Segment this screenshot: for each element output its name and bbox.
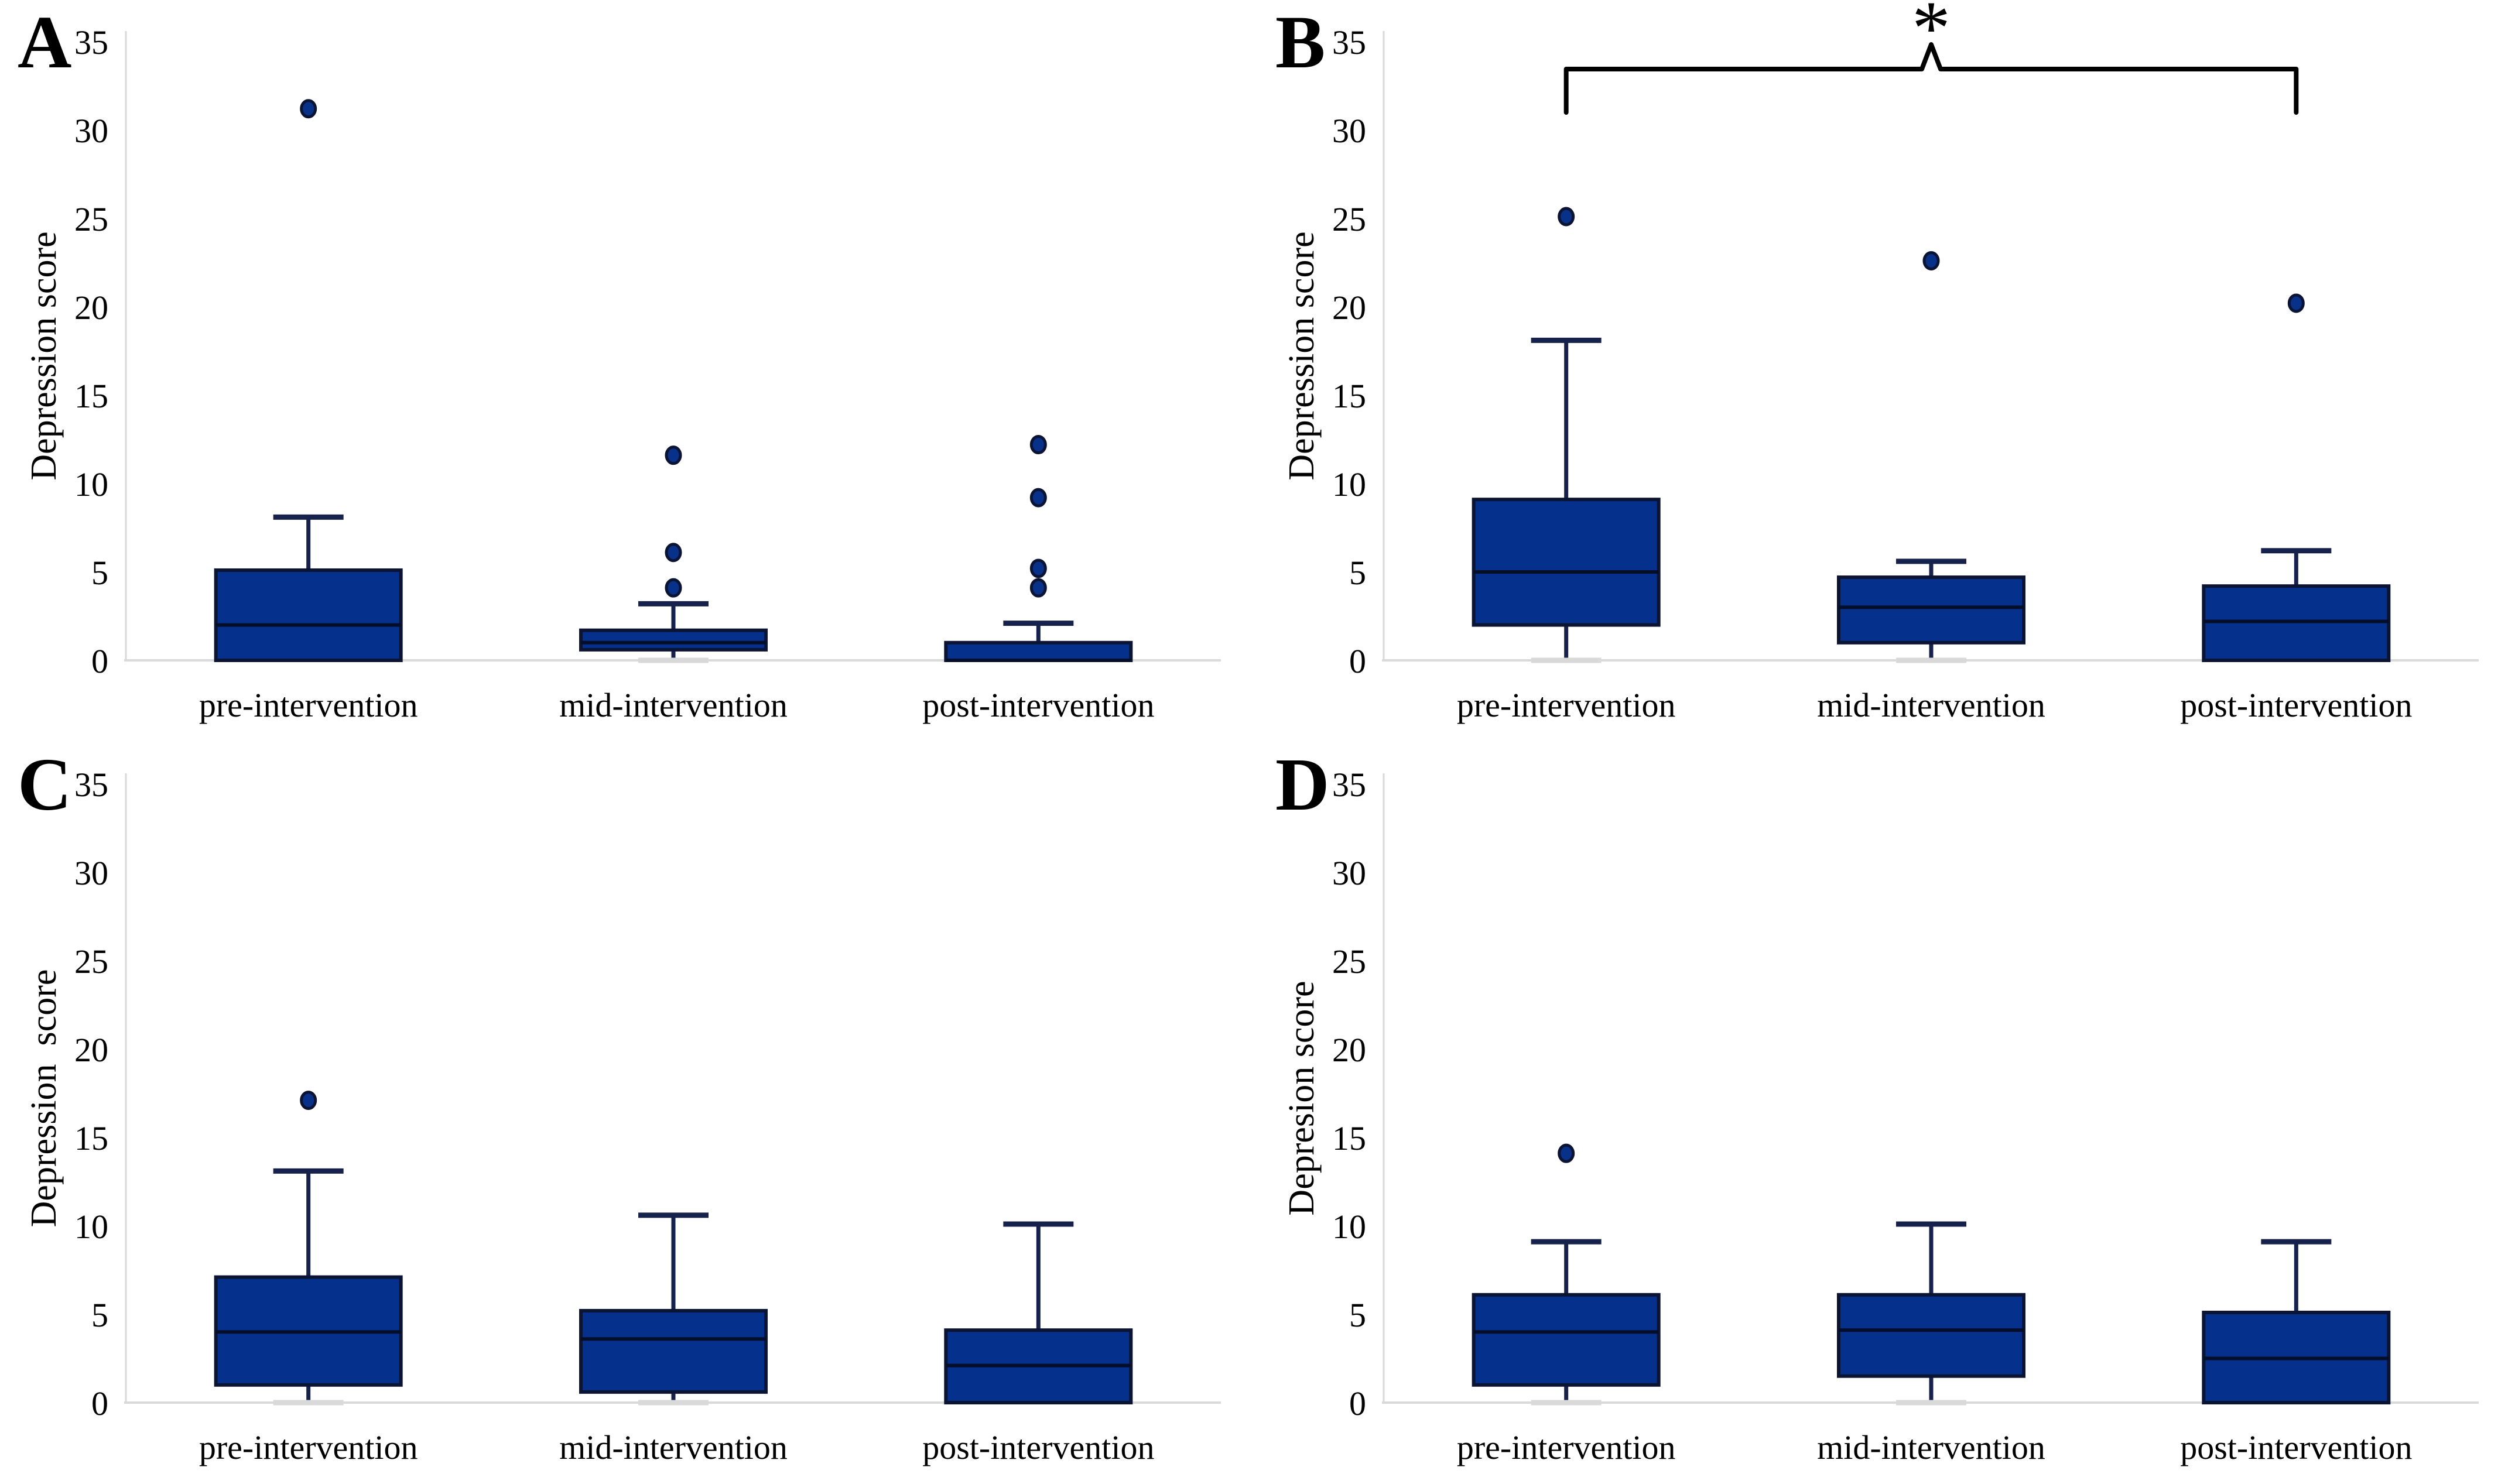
y-tick-label: 35 — [1332, 766, 1366, 804]
panel-D: 0 5 10 15 20 25 30 35 pre-intervention mid-interv… — [1258, 742, 2515, 1484]
x-category-label: mid-intervention — [559, 1428, 788, 1466]
box-rect — [1472, 1293, 1661, 1387]
outlier-point — [665, 543, 682, 563]
x-category-label: post-intervention — [922, 686, 1154, 724]
box-post-intervention — [2202, 293, 2391, 662]
y-tick-label: 0 — [1349, 1384, 1366, 1423]
y-tick-label: 15 — [1332, 1119, 1366, 1157]
panel-C: 0 5 10 15 20 25 30 35 pre-intervention mid-interv… — [0, 742, 1257, 1484]
significance-bracket — [1563, 42, 2299, 115]
boxplot-svg-C: 0 5 10 15 20 25 30 35 pre-intervention mid-interv… — [74, 766, 1221, 1466]
y-tick-label: 30 — [74, 112, 108, 150]
outlier-point — [1558, 1143, 1575, 1163]
y-tick-label: 0 — [91, 1384, 108, 1423]
y-tick-label: 0 — [91, 642, 108, 680]
y-tick-label: 0 — [1349, 642, 1366, 680]
y-tick-label: 5 — [1349, 554, 1366, 592]
box-rect — [214, 568, 403, 662]
boxplot-svg-D: 0 5 10 15 20 25 30 35 pre-intervention mid-interv… — [1332, 766, 2479, 1466]
y-tick-label: 35 — [1332, 23, 1366, 61]
x-category-label: pre-intervention — [199, 686, 418, 724]
boxplot-svg-A: 0 5 10 15 20 25 30 35 pre-intervention mid-interv… — [74, 23, 1221, 724]
x-category-label: pre-intervention — [199, 1428, 418, 1466]
x-category-label: post-intervention — [2180, 1428, 2412, 1466]
y-tick-label: 35 — [74, 766, 108, 804]
x-category-label: pre-intervention — [1457, 686, 1676, 724]
y-tick-label: 20 — [74, 1031, 108, 1069]
panel-B: 0 5 10 15 20 25 30 35 pre-intervention mid-interv… — [1258, 0, 2515, 742]
y-tick-label: 10 — [74, 465, 108, 503]
y-tick-label: 5 — [1349, 1296, 1366, 1334]
outlier-point — [665, 445, 682, 465]
box-pre-intervention — [214, 99, 403, 662]
box-pre-intervention — [1472, 207, 1661, 663]
box-rect — [2202, 584, 2391, 662]
y-tick-label: 20 — [1332, 1031, 1366, 1069]
y-tick-label: 15 — [74, 1119, 108, 1157]
y-tick-label: 15 — [1332, 377, 1366, 415]
x-category-label: post-intervention — [922, 1428, 1154, 1466]
box-rect — [1472, 498, 1661, 627]
x-category-label: pre-intervention — [1457, 1428, 1676, 1466]
outlier-point — [1029, 578, 1047, 598]
box-mid-intervention — [579, 1212, 768, 1406]
box-rect — [579, 1308, 768, 1394]
box-post-intervention — [944, 435, 1133, 663]
x-category-label: mid-intervention — [1817, 686, 2045, 724]
box-pre-intervention — [1472, 1143, 1661, 1406]
box-pre-intervention — [214, 1091, 403, 1406]
box-mid-intervention — [1837, 1221, 2025, 1406]
outlier-point — [1029, 558, 1047, 578]
box-rect — [1837, 1293, 2025, 1378]
y-tick-label: 5 — [91, 1296, 108, 1334]
y-tick-label: 5 — [91, 554, 108, 592]
x-category-label: post-intervention — [2180, 686, 2412, 724]
y-tick-label: 30 — [1332, 854, 1366, 892]
outlier-point — [2287, 293, 2305, 313]
box-rect — [579, 628, 768, 652]
panel-letter-D: D — [1275, 743, 1330, 826]
y-tick-label: 25 — [74, 200, 108, 238]
box-mid-intervention — [1837, 251, 2025, 663]
panel-letter-A: A — [18, 1, 72, 84]
outlier-point — [1029, 435, 1047, 455]
outlier-point — [1558, 207, 1575, 227]
significance-label: * — [1912, 0, 1951, 71]
y-tick-label: 25 — [1332, 943, 1366, 981]
x-category-label: mid-intervention — [559, 686, 788, 724]
y-tick-label: 10 — [1332, 1208, 1366, 1246]
y-axis-title-B: Depression score — [1282, 231, 1322, 481]
y-tick-label: 25 — [1332, 200, 1366, 238]
outlier-point — [1922, 251, 1940, 270]
boxplot-svg-B: 0 5 10 15 20 25 30 35 pre-intervention mid-interv… — [1332, 0, 2479, 724]
y-tick-label: 35 — [74, 23, 108, 61]
panel-A: 0 5 10 15 20 25 30 35 pre-intervention mid-interv… — [0, 0, 1257, 742]
y-axis-title-A: Depression score — [24, 231, 64, 481]
box-post-intervention — [944, 1221, 1133, 1404]
y-tick-label: 25 — [74, 943, 108, 981]
y-tick-label: 10 — [74, 1208, 108, 1246]
y-tick-label: 20 — [74, 289, 108, 327]
y-axis-title-C: Depression score — [24, 969, 64, 1228]
y-tick-label: 30 — [74, 854, 108, 892]
y-tick-label: 30 — [1332, 112, 1366, 150]
y-axis-title-D: Depresion score — [1282, 981, 1322, 1216]
box-mid-intervention — [579, 445, 768, 663]
panel-letter-C: C — [18, 743, 72, 826]
box-post-intervention — [2202, 1239, 2391, 1404]
outlier-point — [1029, 488, 1047, 508]
box-rect — [1837, 575, 2025, 645]
y-tick-label: 15 — [74, 377, 108, 415]
box-rect — [944, 640, 1133, 663]
outlier-point — [665, 578, 682, 598]
outlier-point — [300, 1091, 317, 1111]
y-tick-label: 10 — [1332, 465, 1366, 503]
x-category-label: mid-intervention — [1817, 1428, 2045, 1466]
outlier-point — [300, 99, 317, 119]
y-tick-label: 20 — [1332, 289, 1366, 327]
panel-letter-B: B — [1275, 1, 1326, 84]
